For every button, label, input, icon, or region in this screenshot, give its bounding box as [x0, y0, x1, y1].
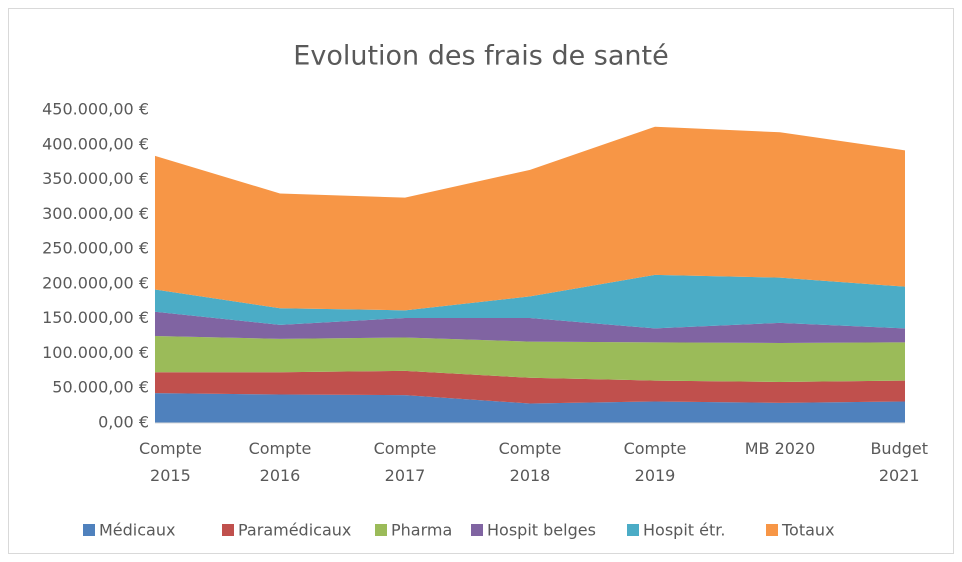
legend-label: Hospit étr.: [643, 521, 725, 540]
y-tick-label: 400.000,00 €: [42, 134, 149, 153]
legend-swatch: [627, 524, 639, 536]
area: [155, 393, 905, 423]
legend-label: Médicaux: [99, 521, 175, 540]
x-tick-label: Compte 2017: [374, 439, 437, 485]
x-tick-label: Compte 2015: [139, 439, 202, 485]
area: [155, 370, 905, 404]
legend-label: Totaux: [781, 521, 835, 540]
area: [155, 274, 905, 329]
legend-swatch: [83, 524, 95, 536]
y-tick-label: 450.000,00 €: [42, 100, 149, 119]
y-tick-label: 150.000,00 €: [42, 308, 149, 327]
x-tick-label: Budget 2021: [870, 439, 928, 485]
area: [155, 336, 905, 382]
y-tick-label: 350.000,00 €: [42, 169, 149, 188]
legend-label: Paramédicaux: [238, 521, 351, 540]
y-tick-label: 250.000,00 €: [42, 239, 149, 258]
area: [155, 126, 905, 311]
y-tick-label: 50.000,00 €: [52, 378, 149, 397]
legend-swatch: [766, 524, 778, 536]
legend-swatch: [375, 524, 387, 536]
legend-label: Pharma: [391, 521, 452, 540]
x-tick-label: Compte 2016: [249, 439, 312, 485]
x-tick-label: MB 2020: [745, 439, 816, 458]
legend-label: Hospit belges: [487, 521, 596, 540]
area: [155, 311, 905, 344]
y-tick-label: 0,00 €: [98, 413, 149, 432]
y-tick-label: 200.000,00 €: [42, 273, 149, 292]
x-tick-label: Compte 2018: [499, 439, 562, 485]
legend-swatch: [471, 524, 483, 536]
y-tick-label: 100.000,00 €: [42, 343, 149, 362]
y-tick-label: 300.000,00 €: [42, 204, 149, 223]
chart-title: Evolution des frais de santé: [293, 41, 668, 72]
x-tick-label: Compte 2019: [624, 439, 687, 485]
legend-swatch: [222, 524, 234, 536]
